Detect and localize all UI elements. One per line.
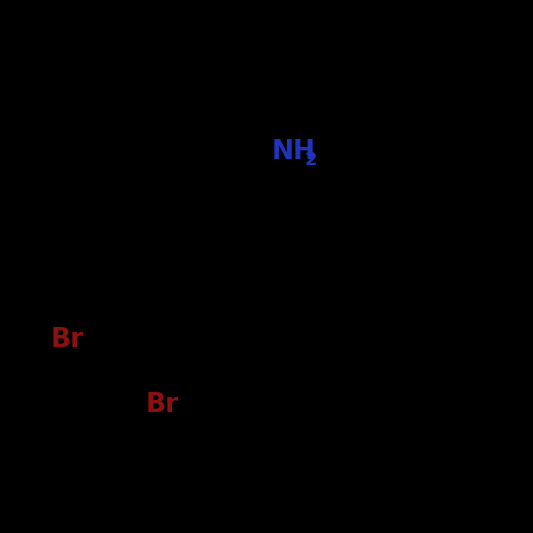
Text: Br: Br [51,327,84,353]
Text: NH: NH [271,139,315,165]
Text: Br: Br [146,392,179,417]
Text: 2: 2 [304,151,317,169]
